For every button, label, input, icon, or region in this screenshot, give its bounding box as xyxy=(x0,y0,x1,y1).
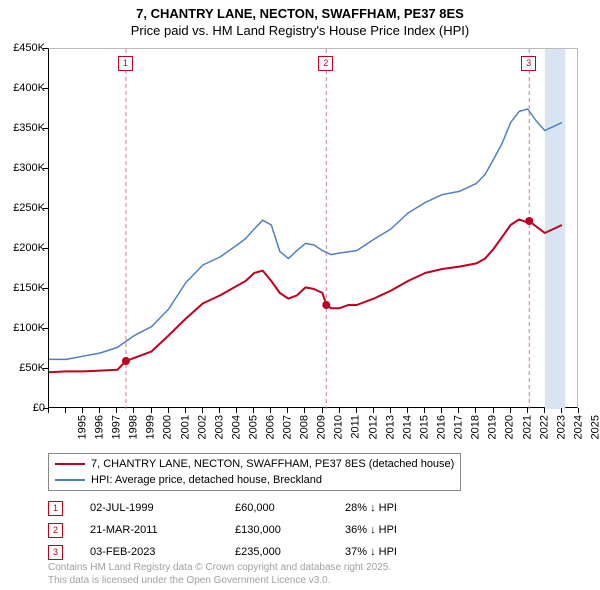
sale-marker-badge: 3 xyxy=(521,56,536,71)
x-tick-label: 1999 xyxy=(145,415,157,439)
x-tick-label: 2017 xyxy=(453,415,465,439)
x-tick-label: 2022 xyxy=(538,415,550,439)
x-tick-label: 2004 xyxy=(230,415,242,439)
legend-swatch-price xyxy=(55,463,85,465)
x-tick-label: 2000 xyxy=(162,415,174,439)
sale-badge-3: 3 xyxy=(48,545,63,560)
x-tick-label: 2012 xyxy=(367,415,379,439)
footer-attribution: Contains HM Land Registry data © Crown c… xyxy=(48,562,391,587)
legend-label-price: 7, CHANTRY LANE, NECTON, SWAFFHAM, PE37 … xyxy=(91,456,454,472)
x-tick-label: 2011 xyxy=(349,415,361,439)
sale-diff: 28% ↓ HPI xyxy=(345,502,465,514)
table-row: 3 03-FEB-2023 £235,000 37% ↓ HPI xyxy=(48,541,578,563)
x-tick-label: 2024 xyxy=(572,415,584,439)
table-row: 2 21-MAR-2011 £130,000 36% ↓ HPI xyxy=(48,519,578,541)
chart-title: 7, CHANTRY LANE, NECTON, SWAFFHAM, PE37 … xyxy=(0,0,600,23)
x-tick-label: 2006 xyxy=(265,415,277,439)
sale-price: £60,000 xyxy=(235,502,345,514)
chart-container: 7, CHANTRY LANE, NECTON, SWAFFHAM, PE37 … xyxy=(0,0,600,590)
legend-item-price: 7, CHANTRY LANE, NECTON, SWAFFHAM, PE37 … xyxy=(55,456,454,472)
x-tick-label: 2008 xyxy=(299,415,311,439)
sale-marker-badge: 1 xyxy=(118,56,133,71)
y-tick-label: £150K xyxy=(13,282,45,294)
sale-price: £235,000 xyxy=(235,546,345,558)
x-tick-label: 2001 xyxy=(179,415,191,439)
y-tick-label: £100K xyxy=(13,322,45,334)
sale-diff: 36% ↓ HPI xyxy=(345,524,465,536)
footer-line1: Contains HM Land Registry data © Crown c… xyxy=(48,562,391,575)
sale-badge-2: 2 xyxy=(48,523,63,538)
x-tick-label: 2018 xyxy=(470,415,482,439)
legend-swatch-hpi xyxy=(55,479,85,481)
y-tick-label: £50K xyxy=(19,362,45,374)
x-tick-label: 2019 xyxy=(487,415,499,439)
x-tick-label: 2007 xyxy=(282,415,294,439)
x-tick-label: 2010 xyxy=(333,415,345,439)
x-tick-label: 1995 xyxy=(76,415,88,439)
sale-badge-1: 1 xyxy=(48,501,63,516)
x-tick-label: 1996 xyxy=(94,415,106,439)
sales-table: 1 02-JUL-1999 £60,000 28% ↓ HPI 2 21-MAR… xyxy=(48,497,578,563)
x-tick-label: 2003 xyxy=(213,415,225,439)
legend-label-hpi: HPI: Average price, detached house, Brec… xyxy=(91,472,322,488)
chart-subtitle: Price paid vs. HM Land Registry's House … xyxy=(0,23,600,40)
plot-svg xyxy=(49,49,579,409)
x-tick-label: 2025 xyxy=(589,415,600,439)
x-tick-label: 2016 xyxy=(436,415,448,439)
x-tick-label: 2013 xyxy=(384,415,396,439)
sale-date: 03-FEB-2023 xyxy=(90,546,235,558)
footer-line2: This data is licensed under the Open Gov… xyxy=(48,575,391,588)
y-tick-label: £300K xyxy=(13,162,45,174)
legend: 7, CHANTRY LANE, NECTON, SWAFFHAM, PE37 … xyxy=(48,453,461,491)
plot-area xyxy=(48,48,578,408)
x-tick-label: 2005 xyxy=(247,415,259,439)
x-tick-label: 2015 xyxy=(418,415,430,439)
sale-diff: 37% ↓ HPI xyxy=(345,546,465,558)
y-tick-label: £350K xyxy=(13,122,45,134)
x-tick-label: 2009 xyxy=(316,415,328,439)
sale-price: £130,000 xyxy=(235,524,345,536)
x-tick-label: 2021 xyxy=(521,415,533,439)
sale-date: 21-MAR-2011 xyxy=(90,524,235,536)
sale-date: 02-JUL-1999 xyxy=(90,502,235,514)
y-tick-label: £250K xyxy=(13,202,45,214)
x-tick-label: 1997 xyxy=(111,415,123,439)
y-tick-label: £200K xyxy=(13,242,45,254)
x-tick-label: 2014 xyxy=(401,415,413,439)
legend-item-hpi: HPI: Average price, detached house, Brec… xyxy=(55,472,454,488)
sale-marker-badge: 2 xyxy=(318,56,333,71)
x-tick-label: 1998 xyxy=(128,415,140,439)
y-tick-label: £400K xyxy=(13,82,45,94)
y-tick-label: £450K xyxy=(13,42,45,54)
x-tick-label: 2023 xyxy=(555,415,567,439)
x-tick-label: 2020 xyxy=(504,415,516,439)
table-row: 1 02-JUL-1999 £60,000 28% ↓ HPI xyxy=(48,497,578,519)
x-tick-label: 2002 xyxy=(196,415,208,439)
